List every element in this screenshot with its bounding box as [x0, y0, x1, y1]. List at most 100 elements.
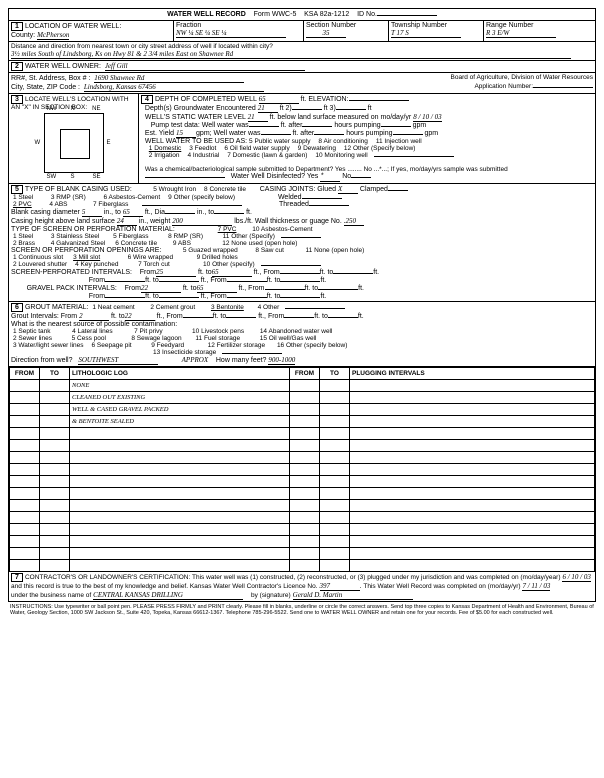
title: WATER WELL RECORD	[167, 11, 246, 18]
use1: 1 Domestic	[149, 145, 182, 152]
swl-val: 21	[248, 113, 268, 122]
gpi: GRAVEL PACK INTERVALS:	[27, 285, 117, 292]
cert-date: 6 / 10 / 03	[562, 573, 590, 582]
form-no: Form WWC-5	[254, 11, 297, 18]
near: What is the nearest source of possible c…	[11, 321, 177, 328]
spi-f: 25	[156, 268, 196, 277]
cert-lic: 397	[320, 582, 360, 591]
ftafter: ft. after	[281, 122, 303, 129]
joints-x: X	[338, 185, 358, 194]
gw1: 21	[258, 104, 278, 113]
lith-table: FROM TO LITHOLOGIC LOG FROM TO PLUGGING …	[9, 367, 595, 572]
gpm: gpm	[413, 122, 427, 129]
dist-label: Distance and direction from nearest town…	[11, 43, 273, 50]
cert-comp: This Water Well Record was completed on …	[363, 583, 520, 590]
city-label: City, State, ZIP Code :	[11, 84, 80, 91]
swl: WELL'S STATIC WATER LEVEL	[145, 114, 246, 121]
hdr-plug: PLUGGING INTERVALS	[350, 368, 595, 380]
section-box: NS EW NWNE SWSE	[44, 113, 104, 173]
lith-r1: NONE	[70, 380, 290, 392]
w-val: 200	[172, 217, 232, 226]
hmf-val: 900-1000	[268, 356, 295, 365]
addr-row: RR#, St. Address, Box # : 1690 Shawnee R…	[9, 73, 595, 94]
cert-row: 7 CONTRACTOR'S OR LANDOWNER'S CERTIFICAT…	[9, 572, 595, 601]
section-label: Section Number	[306, 22, 356, 29]
gt: 22	[125, 312, 155, 321]
approx: APPROX	[182, 356, 208, 364]
grout-label: GROUT MATERIAL:	[25, 304, 89, 311]
use-label: WELL WATER TO BE USED AS:	[145, 138, 247, 145]
spi: SCREEN-PERFORATED INTERVALS:	[11, 269, 132, 276]
gint: Grout Intervals: From	[11, 313, 77, 320]
township-label: Township Number	[391, 22, 447, 29]
range-label: Range Number	[486, 22, 533, 29]
dir: Direction from well?	[11, 357, 72, 364]
ptd: Pump test data:	[151, 122, 200, 129]
cert-under: under the business name of	[11, 592, 91, 599]
form-header: WATER WELL RECORD Form WWC-5 KSA 82a-121…	[9, 9, 595, 21]
yield-val: 15	[176, 129, 196, 138]
op3: 3 Mill slot	[73, 254, 100, 261]
depth-label: DEPTH OF COMPLETED WELL	[155, 96, 257, 103]
cert-biz: CENTRAL KANSAS DRILLING	[93, 591, 243, 600]
owner-label: WATER WELL OWNER:	[25, 63, 101, 70]
lith-r4: & BENTOITE SEALED	[70, 416, 290, 428]
no: No	[342, 173, 351, 180]
casing-row: 5 TYPE OF BLANK CASING USED: 5 Wrought I…	[9, 184, 595, 302]
o2: 2 PVC	[13, 201, 32, 208]
grout-row: 6 GROUT MATERIAL: 1 Neat cement 2 Cement…	[9, 302, 595, 367]
swl-date: 8 / 10 / 03	[413, 113, 441, 122]
wwd: Water Well Disinfected? Yes	[231, 173, 319, 180]
perf: TYPE OF SCREEN OR PERFORATION MATERIAL:	[11, 226, 175, 233]
ft3: ft 3)	[324, 105, 336, 112]
ft: ft.	[301, 96, 307, 103]
p7: 7 PVC	[218, 226, 237, 233]
cert-label: CONTRACTOR'S OR LANDOWNER'S CERTIFICATIO…	[25, 574, 561, 581]
loc-label: LOCATION OF WATER WELL:	[25, 23, 121, 30]
section-val: 35	[306, 29, 346, 38]
section-depth-row: 3 LOCATE WELL'S LOCATION WITH AN "X" IN …	[9, 94, 595, 184]
city-val: Lindsborg, Kansas 67456	[84, 83, 264, 92]
county-label: County:	[11, 32, 35, 39]
gpi-t: 65	[197, 284, 237, 293]
cals-val: 24	[117, 217, 137, 226]
board: Board of Agriculture, Division of Water …	[451, 74, 593, 81]
swl-after: ft. below land surface measured on mo/da…	[270, 114, 412, 121]
joints: CASING JOINTS: Glued	[260, 186, 336, 193]
lith-r2: CLEANED OUT EXISTING	[70, 392, 290, 404]
ww: Well water was	[202, 122, 249, 129]
bcd-to: 65	[123, 208, 143, 217]
hdr-log: LITHOLOGIC LOG	[70, 368, 290, 380]
owner-row: 2 WATER WELL OWNER: Jeff Gill	[9, 61, 595, 73]
township-val: T 17 S	[391, 29, 461, 38]
bcd-val: 5	[82, 208, 102, 217]
hdr-to: TO	[40, 368, 70, 380]
dir-val: SOUTHWEST	[78, 356, 158, 365]
sig-val: Gerald D. Martin	[293, 591, 413, 600]
hdr-from: FROM	[10, 368, 40, 380]
hmf: How many feet?	[216, 357, 267, 364]
range-val: R 3 E/W	[486, 29, 556, 38]
ft2: ft 2)	[280, 105, 292, 112]
appno: Application Number:	[474, 83, 533, 90]
well-record-form: WATER WELL RECORD Form WWC-5 KSA 82a-121…	[8, 8, 596, 602]
depth-val: 65	[259, 95, 299, 104]
gf: 2	[79, 312, 109, 321]
location-row: 1 LOCATION OF WATER WELL: County: McPher…	[9, 21, 595, 42]
ksa: KSA 82a-1212	[304, 11, 349, 18]
gw: Depth(s) Groundwater Encountered	[145, 105, 256, 112]
lith-section: FROM TO LITHOLOGIC LOG FROM TO PLUGGING …	[9, 367, 595, 572]
gpi-f: 22	[141, 284, 181, 293]
instructions: INSTRUCTIONS: Use typewriter or ball poi…	[8, 602, 596, 618]
county-val: McPherson	[37, 31, 69, 40]
idno: ID No.	[357, 11, 377, 18]
distance-row: Distance and direction from nearest town…	[9, 42, 595, 61]
fraction-label: Fraction	[176, 22, 201, 29]
spi-t: 65	[212, 268, 252, 277]
gauge: .250	[344, 217, 364, 226]
casing-label: TYPE OF BLANK CASING USED:	[25, 186, 132, 193]
cert-rec: and this record is true to the best of m…	[11, 583, 318, 590]
chem: Was a chemical/bacteriological sample su…	[145, 166, 508, 173]
fraction-val: NW ¼ SE ¼ SE ¼	[176, 29, 286, 38]
g3: 3 Bentonite	[211, 304, 244, 311]
